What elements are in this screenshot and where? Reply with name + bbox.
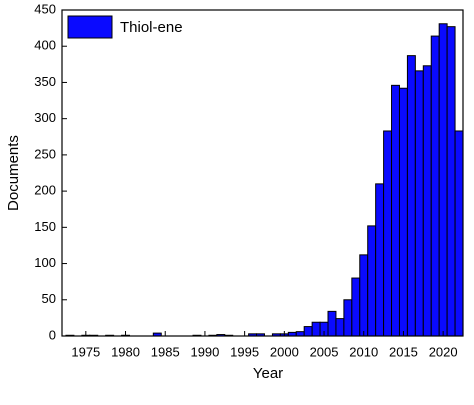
legend-label: Thiol-ene [120,19,183,36]
y-tick-label: 350 [34,74,56,89]
bar [398,87,408,337]
x-tick-label: 1985 [151,344,180,359]
y-tick-label: 150 [34,219,56,234]
y-tick-label: 400 [34,38,56,53]
y-tick-label: 50 [42,291,56,306]
y-tick-label: 0 [49,327,56,342]
y-tick-label: 250 [34,146,56,161]
y-tick-label: 100 [34,255,56,270]
x-tick-label: 2005 [310,344,339,359]
x-tick-label: 2000 [270,344,299,359]
bar [327,310,337,337]
x-tick-label: 2020 [429,344,458,359]
y-tick-label: 300 [34,110,56,125]
bar [343,299,353,337]
bar [422,65,432,337]
bar [406,55,416,337]
legend-swatch [67,15,113,39]
bar [446,26,456,337]
y-axis-title: Documents [5,135,22,211]
bar [383,130,393,337]
bar [454,130,464,337]
y-tick-label: 450 [34,1,56,16]
plot-frame [61,9,464,337]
bar [335,318,345,337]
bar [430,35,440,337]
x-axis-title: Year [253,365,283,382]
bar [375,183,385,337]
bar [414,70,424,337]
x-tick-label: 1975 [71,344,100,359]
x-tick-label: 1995 [230,344,259,359]
bar [295,331,305,337]
y-tick-label: 200 [34,183,56,198]
bar [351,277,361,337]
bar [438,23,448,337]
x-tick-label: 1980 [111,344,140,359]
bar [303,326,313,337]
bar [311,321,321,337]
bar [391,84,400,337]
bar [367,225,377,337]
x-tick-label: 2015 [389,344,418,359]
x-tick-label: 1990 [190,344,219,359]
x-tick-label: 2010 [349,344,378,359]
bar [359,254,369,337]
